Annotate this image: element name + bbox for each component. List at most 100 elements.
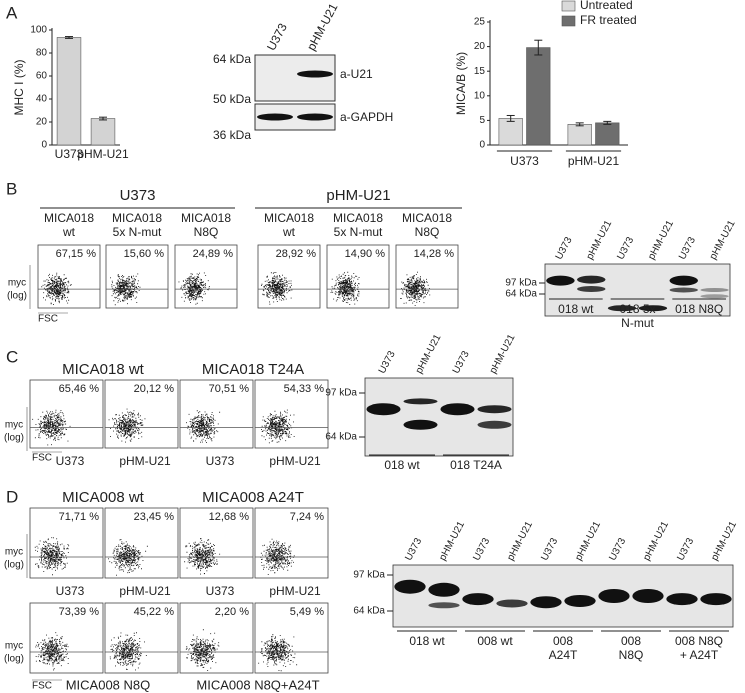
- plot-label: U373: [206, 584, 235, 598]
- column-title: MICA018: [181, 211, 231, 225]
- antibody-label: a-U21: [340, 67, 373, 81]
- flow-plot-frame: [257, 244, 321, 309]
- flow-plot-frame: [29, 602, 104, 674]
- dots: [41, 272, 72, 305]
- dot-cloud: [185, 629, 220, 671]
- column-title: MICA018: [44, 211, 94, 225]
- x-tick-label: pHM-U21: [77, 147, 129, 161]
- dot-cloud: [330, 271, 360, 305]
- percent-label: 23,45 %: [134, 511, 175, 523]
- plot-label: pHM-U21: [269, 584, 321, 598]
- band: [462, 593, 494, 606]
- band: [257, 113, 293, 121]
- y-axis-label: (log): [4, 433, 24, 444]
- percent-label: 7,24 %: [290, 511, 324, 523]
- band: [546, 275, 575, 286]
- dots: [261, 409, 295, 444]
- group-header: MICA018 wt: [62, 361, 145, 378]
- blot-frame: [544, 263, 731, 317]
- panel-label: B: [6, 179, 17, 198]
- y-axis-label: MHC I (%): [12, 60, 26, 116]
- legend-swatch: [561, 15, 576, 27]
- flow-plot-frame: [395, 244, 459, 309]
- band: [669, 287, 698, 293]
- flow-plot-frame: [254, 379, 329, 449]
- panel-label: A: [6, 3, 18, 22]
- y-axis-label: (log): [4, 560, 24, 571]
- group-header: U373: [120, 187, 156, 204]
- column-title: MICA018: [264, 211, 314, 225]
- band: [577, 275, 606, 284]
- percent-label: 54,33 %: [284, 383, 325, 395]
- marker-label: 36 kDa: [213, 128, 251, 142]
- y-axis-label: myc: [5, 420, 23, 431]
- percent-label: 24,89 %: [193, 248, 234, 260]
- dots: [108, 408, 146, 443]
- dots: [34, 537, 70, 576]
- percent-label: 14,90 %: [345, 248, 386, 260]
- y-axis-label: myc: [5, 641, 23, 652]
- dot-cloud: [35, 632, 69, 671]
- band: [297, 113, 333, 121]
- percent-label: 67,15 %: [56, 248, 97, 260]
- column-title: wt: [282, 225, 296, 239]
- y-axis-label: myc: [5, 547, 23, 558]
- band: [496, 599, 528, 608]
- flow-plot-frame: [29, 379, 104, 449]
- band: [700, 294, 729, 299]
- group-label: 008: [553, 634, 573, 648]
- band: [440, 403, 475, 416]
- error-bar: [65, 36, 73, 39]
- plot-label: pHM-U21: [119, 584, 171, 598]
- dots: [330, 271, 360, 305]
- error-bar: [603, 120, 612, 125]
- blot-frame: [254, 54, 336, 102]
- group-label: + A24T: [680, 648, 719, 662]
- bar: [595, 122, 620, 146]
- x-axis-label: FSC: [38, 314, 58, 325]
- flow-plot-frame: [104, 602, 179, 674]
- band: [403, 398, 438, 405]
- band: [428, 602, 460, 609]
- column-title: N8Q: [194, 225, 219, 239]
- band: [607, 305, 637, 312]
- percent-label: 28,92 %: [276, 248, 317, 260]
- column-title: MICA018: [333, 211, 383, 225]
- x-tick-label: U373: [55, 147, 84, 161]
- marker-label: 97 kDa: [325, 388, 357, 399]
- bar: [498, 118, 523, 146]
- dots: [109, 632, 147, 671]
- flow-plot-frame: [254, 602, 329, 674]
- y-tick-label: 25: [474, 17, 486, 28]
- group-label: 008: [621, 634, 641, 648]
- band: [530, 596, 562, 609]
- group-label: 018 5x: [619, 302, 655, 316]
- band: [669, 275, 698, 286]
- y-axis-label: (log): [4, 654, 24, 665]
- band: [428, 582, 460, 597]
- group-header: MICA008 A24T: [202, 489, 304, 506]
- legend-label: Untreated: [580, 0, 633, 12]
- y-tick-label: 40: [36, 94, 48, 105]
- y-tick-label: 0: [41, 140, 47, 151]
- plot-label: U373: [56, 454, 85, 468]
- band: [394, 579, 426, 594]
- column-title: 5x N-mut: [113, 225, 162, 239]
- dot-cloud: [109, 632, 147, 671]
- dots: [186, 410, 221, 443]
- percent-label: 12,68 %: [209, 511, 250, 523]
- band: [666, 593, 698, 606]
- dots: [185, 629, 220, 671]
- x-axis-label: FSC: [32, 681, 52, 692]
- dot-cloud: [34, 537, 70, 576]
- column-title: N8Q: [415, 225, 440, 239]
- bar: [56, 37, 82, 146]
- error-bar: [534, 39, 543, 56]
- group-label: 018 N8Q: [675, 302, 723, 316]
- dot-cloud: [178, 272, 210, 305]
- plot-label: U373: [56, 584, 85, 598]
- percent-label: 14,28 %: [414, 248, 455, 260]
- dot-cloud: [186, 410, 221, 443]
- marker-label: 64 kDa: [353, 606, 385, 617]
